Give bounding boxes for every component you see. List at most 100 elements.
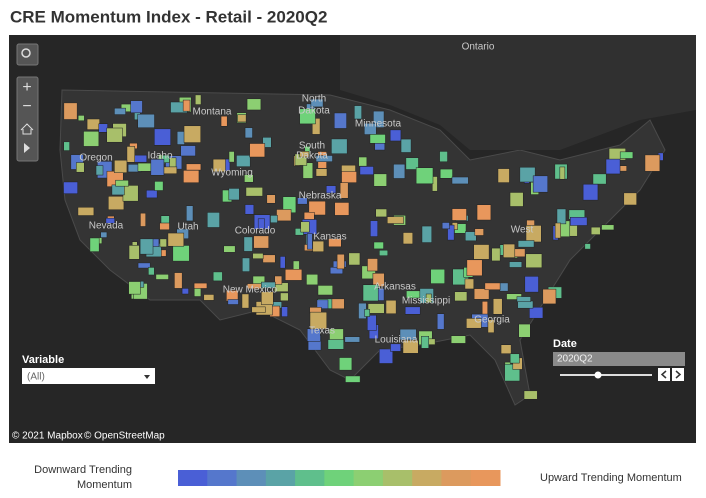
market-area [590,226,601,235]
market-area [126,146,135,163]
market-area [400,138,412,153]
market-area [451,208,467,221]
place-label: Nebraska [299,191,342,202]
market-area [193,282,208,289]
market-area [554,222,561,239]
market-area [372,273,385,287]
legend-swatch [470,470,501,486]
market-area [369,134,386,144]
market-area [77,207,95,216]
market-area [63,102,78,120]
market-area [223,245,236,253]
market-area [556,208,567,225]
market-area [341,171,357,183]
market-area [315,155,333,162]
market-area [464,278,475,290]
market-area [76,162,85,173]
market-area [274,275,283,285]
market-area [244,127,253,139]
date-value: 2020Q2 [557,354,593,365]
market-area [317,285,333,296]
market-area [497,168,510,183]
legend-low: Downward Trending [34,464,132,476]
market-area [436,313,445,330]
market-area [644,154,661,172]
legend-swatch [324,470,355,486]
next-button[interactable] [672,368,684,381]
zoom-in[interactable]: + [22,79,31,96]
market-area [227,299,239,305]
market-area [379,249,389,256]
next-icon [675,370,682,379]
market-area [105,217,115,224]
place-label: Mississippi [402,296,450,307]
market-area [354,105,362,120]
market-area [345,375,361,383]
market-area [415,167,434,185]
market-area [367,303,385,314]
place-label: Nevada [89,221,124,232]
market-area [387,216,404,224]
market-area [167,232,185,247]
market-area [484,282,501,291]
place-label: Idaho [147,151,172,162]
zoom-out[interactable]: − [22,98,31,115]
home-button[interactable] [20,123,34,135]
market-area [421,336,429,349]
play-button[interactable] [24,143,30,153]
place-label: Utah [177,222,198,233]
market-area [236,155,251,167]
market-area [251,306,266,313]
attribution[interactable]: © 2021 Mapbox [12,431,83,442]
legend-swatch [265,470,296,486]
market-area [137,262,151,269]
market-area [182,99,191,112]
variable-dropdown[interactable] [22,368,155,384]
market-area [237,114,247,123]
market-area [441,222,450,230]
legend-swatch [353,470,384,486]
search-button[interactable] [16,43,39,66]
market-area [128,245,140,260]
market-area [281,306,288,317]
attribution[interactable]: © OpenStreetMap [84,431,165,442]
market-area [465,231,477,242]
legend-high: Upward Trending Momentum [540,472,682,484]
market-area [532,175,548,193]
dropdown-arrow [144,375,150,379]
legend-swatch [412,470,442,486]
market-area [359,166,374,175]
market-area [370,220,378,237]
market-area [439,168,453,179]
market-area [315,168,328,177]
market-area [427,338,436,345]
place-label: Ontario [462,42,495,53]
market-area [519,166,536,183]
market-area [212,158,226,172]
market-area [307,233,313,250]
place-label: North [302,94,326,105]
market-area [300,221,310,233]
market-area [128,281,141,295]
market-area [163,166,178,174]
market-area [252,253,264,259]
place-label: Kansas [313,232,346,243]
market-area [180,145,196,157]
market-area [115,179,129,187]
market-area [155,274,169,280]
market-area [244,204,255,215]
place-label: Colorado [235,226,276,237]
market-area [339,357,353,371]
market-area [302,162,314,179]
date-slider-thumb[interactable] [594,371,602,379]
market-area [517,240,535,248]
market-area [114,159,128,173]
market-area [83,131,100,147]
market-area [253,235,269,249]
prev-button[interactable] [658,368,670,381]
market-area [390,343,401,352]
market-area [212,271,223,282]
market-area [139,238,154,255]
legend-swatch [382,470,413,486]
place-label: New Mexico [223,285,278,296]
